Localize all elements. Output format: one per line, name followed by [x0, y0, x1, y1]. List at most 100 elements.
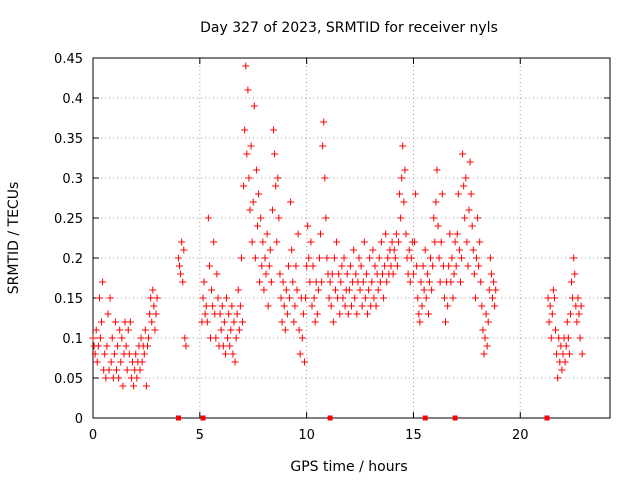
- data-point: [256, 278, 264, 286]
- data-point: [200, 278, 208, 286]
- data-point: [291, 302, 299, 310]
- data-point: [292, 262, 300, 270]
- data-point: [267, 278, 275, 286]
- data-point: [343, 270, 351, 278]
- data-point: [393, 262, 401, 270]
- data-point: [259, 238, 267, 246]
- data-point: [246, 206, 254, 214]
- data-point: [361, 294, 369, 302]
- data-point: [444, 302, 452, 310]
- y-tick-label: 0: [75, 412, 83, 427]
- data-point: [321, 174, 329, 182]
- x-tick-label: 10: [298, 428, 315, 443]
- data-point: [352, 270, 360, 278]
- data-point: [575, 310, 583, 318]
- data-point: [125, 350, 133, 358]
- data-point: [110, 350, 118, 358]
- data-point: [470, 270, 478, 278]
- data-point: [91, 350, 99, 358]
- data-point: [419, 262, 427, 270]
- x-tick-label: 15: [405, 428, 422, 443]
- data-point: [102, 374, 110, 382]
- data-point: [221, 350, 229, 358]
- data-point: [325, 294, 333, 302]
- data-point: [425, 278, 433, 286]
- data-point: [431, 238, 439, 246]
- data-point: [205, 262, 213, 270]
- data-point: [176, 262, 184, 270]
- x-tick-label: 20: [512, 428, 529, 443]
- data-point: [96, 334, 104, 342]
- data-point: [306, 278, 314, 286]
- data-point: [301, 358, 308, 366]
- data-point: [344, 310, 352, 318]
- data-point: [232, 334, 240, 342]
- data-point: [122, 342, 130, 350]
- data-point: [359, 278, 367, 286]
- data-point: [351, 294, 359, 302]
- data-point: [235, 326, 243, 334]
- data-point: [276, 270, 284, 278]
- data-point: [446, 230, 454, 238]
- data-point: [298, 334, 306, 342]
- data-point: [413, 262, 421, 270]
- data-point: [92, 326, 100, 334]
- data-point: [333, 238, 341, 246]
- gap-marker: [175, 415, 181, 421]
- x-axis-label: GPS time / hours: [290, 459, 407, 475]
- data-point: [411, 238, 419, 246]
- data-point: [490, 278, 498, 286]
- data-point: [370, 294, 378, 302]
- y-tick-label: 0.05: [54, 372, 83, 387]
- data-point: [418, 302, 426, 310]
- gap-marker: [200, 415, 206, 421]
- data-point: [558, 366, 566, 374]
- data-point: [345, 286, 353, 294]
- data-point: [420, 286, 428, 294]
- data-points: [89, 62, 586, 390]
- data-point: [335, 270, 343, 278]
- data-point: [247, 142, 255, 150]
- data-point: [283, 310, 291, 318]
- data-point: [242, 62, 250, 70]
- data-point: [406, 278, 414, 286]
- data-point: [95, 294, 103, 302]
- data-point: [401, 166, 409, 174]
- data-point: [436, 278, 444, 286]
- data-point: [98, 318, 106, 326]
- data-point: [153, 294, 161, 302]
- data-point: [563, 318, 571, 326]
- x-tick-label: 5: [196, 428, 204, 443]
- data-point: [458, 254, 466, 262]
- y-tick-label: 0.1: [62, 332, 83, 347]
- data-point: [319, 142, 327, 150]
- data-point: [356, 286, 364, 294]
- data-point: [564, 334, 572, 342]
- data-point: [250, 102, 258, 110]
- data-point: [303, 262, 311, 270]
- data-point: [101, 350, 109, 358]
- data-point: [236, 302, 244, 310]
- data-point: [142, 382, 150, 390]
- data-point: [390, 246, 398, 254]
- data-point: [130, 382, 138, 390]
- gap-marker: [452, 415, 458, 421]
- data-point: [213, 270, 221, 278]
- data-point: [233, 310, 241, 318]
- data-point: [562, 342, 570, 350]
- data-point: [248, 238, 256, 246]
- data-point: [138, 358, 146, 366]
- data-point: [202, 302, 210, 310]
- data-point: [388, 238, 396, 246]
- data-point: [374, 286, 382, 294]
- data-point: [392, 230, 400, 238]
- data-point: [559, 350, 567, 358]
- data-point: [239, 318, 247, 326]
- data-point: [252, 166, 260, 174]
- data-point: [480, 350, 488, 358]
- data-point: [416, 318, 424, 326]
- data-point: [116, 326, 124, 334]
- data-point: [438, 190, 446, 198]
- data-point: [338, 262, 346, 270]
- data-point: [293, 286, 301, 294]
